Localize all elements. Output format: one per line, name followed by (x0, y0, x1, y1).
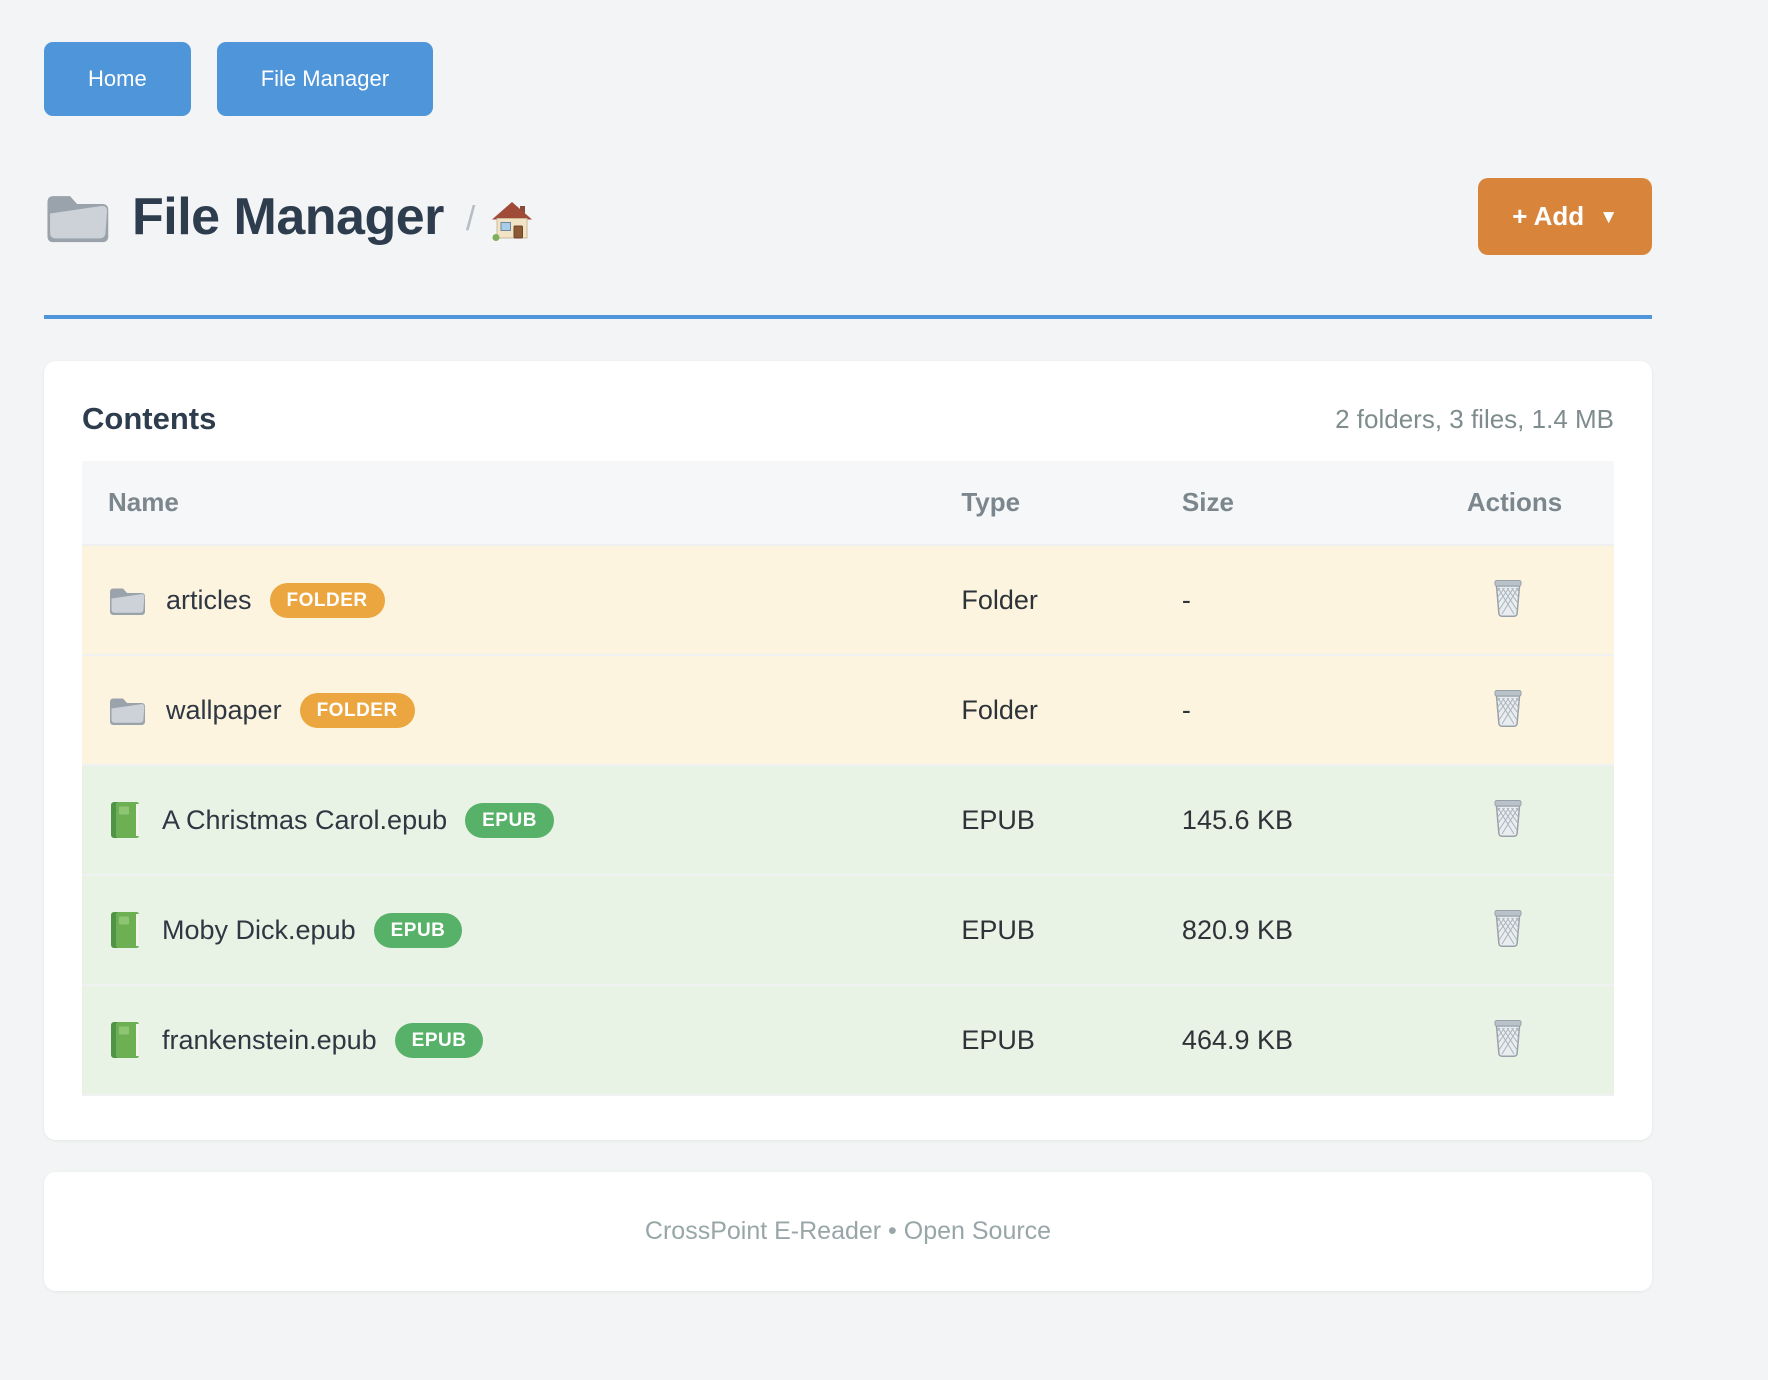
type-badge: EPUB (394, 1022, 484, 1058)
footer: CrossPoint E-Reader • Open Source (44, 1172, 1652, 1291)
file-name: A Christmas Carol.epub (162, 804, 448, 835)
file-type: Folder (935, 545, 1156, 656)
folder-icon (44, 190, 110, 244)
column-header-size: Size (1155, 461, 1441, 546)
delete-button[interactable] (1491, 687, 1525, 727)
trash-icon (1491, 1017, 1525, 1057)
type-badge: FOLDER (269, 582, 385, 618)
nav-file-manager-button[interactable]: File Manager (216, 42, 434, 116)
book-icon (108, 1020, 142, 1060)
type-badge: EPUB (373, 912, 463, 948)
house-icon (491, 200, 533, 242)
delete-button[interactable] (1491, 797, 1525, 837)
contents-card: Contents 2 folders, 3 files, 1.4 MB Name… (44, 361, 1652, 1140)
table-row-moby-dick[interactable]: Moby Dick.epub EPUB EPUB 820.9 KB (82, 875, 1614, 986)
trash-icon (1491, 797, 1525, 837)
file-name: Moby Dick.epub (162, 914, 356, 945)
breadcrumb-separator: / (465, 200, 476, 238)
page: Home File Manager File Manager / (44, 0, 1652, 1291)
page-header: File Manager / + Add ▼ (44, 178, 1652, 255)
type-badge: EPUB (465, 802, 554, 838)
folder-icon (108, 695, 146, 726)
file-type: EPUB (935, 765, 1156, 876)
contents-heading: Contents (82, 401, 217, 436)
file-type: EPUB (935, 875, 1156, 986)
file-table: Name Type Size Actions (82, 461, 1614, 1096)
caret-down-icon: ▼ (1599, 206, 1618, 228)
add-button[interactable]: + Add ▼ (1478, 178, 1652, 255)
book-icon (108, 800, 142, 840)
footer-text: CrossPoint E-Reader • Open Source (644, 1217, 1052, 1245)
file-size: - (1155, 655, 1441, 766)
table-row-christmas-carol[interactable]: A Christmas Carol.epub EPUB EPUB 145.6 K… (82, 765, 1614, 876)
table-row-wallpaper[interactable]: wallpaper FOLDER Folder - (82, 655, 1614, 766)
column-header-actions: Actions (1440, 461, 1614, 546)
nav-home-button[interactable]: Home (44, 42, 191, 116)
file-name: wallpaper (166, 694, 282, 725)
delete-button[interactable] (1491, 907, 1525, 947)
type-badge: FOLDER (299, 692, 415, 728)
title-wrap: File Manager / (44, 187, 533, 247)
book-icon (108, 910, 142, 950)
contents-summary: 2 folders, 3 files, 1.4 MB (1335, 403, 1614, 434)
column-header-type: Type (935, 461, 1156, 546)
table-row-frankenstein[interactable]: frankenstein.epub EPUB EPUB 464.9 KB (82, 985, 1614, 1096)
table-header-row: Name Type Size Actions (82, 461, 1614, 546)
table-row-articles[interactable]: articles FOLDER Folder - (82, 545, 1614, 656)
breadcrumb-home-link[interactable] (491, 200, 533, 242)
add-button-label: + Add (1512, 201, 1585, 231)
header-divider (44, 315, 1652, 319)
trash-icon (1491, 907, 1525, 947)
file-size: 464.9 KB (1155, 985, 1441, 1096)
top-nav: Home File Manager (44, 42, 1652, 116)
file-size: 145.6 KB (1155, 765, 1441, 876)
file-size: 820.9 KB (1155, 875, 1441, 986)
delete-button[interactable] (1491, 1017, 1525, 1057)
column-header-name: Name (82, 461, 936, 546)
page-title: File Manager (132, 187, 444, 246)
file-type: Folder (935, 655, 1156, 766)
contents-card-header: Contents 2 folders, 3 files, 1.4 MB (82, 401, 1614, 437)
trash-icon (1491, 687, 1525, 727)
file-name: articles (166, 584, 252, 615)
folder-icon (108, 585, 146, 616)
file-type: EPUB (935, 985, 1156, 1096)
file-name: frankenstein.epub (162, 1024, 377, 1055)
file-size: - (1155, 545, 1441, 656)
trash-icon (1491, 577, 1525, 617)
delete-button[interactable] (1491, 577, 1525, 617)
